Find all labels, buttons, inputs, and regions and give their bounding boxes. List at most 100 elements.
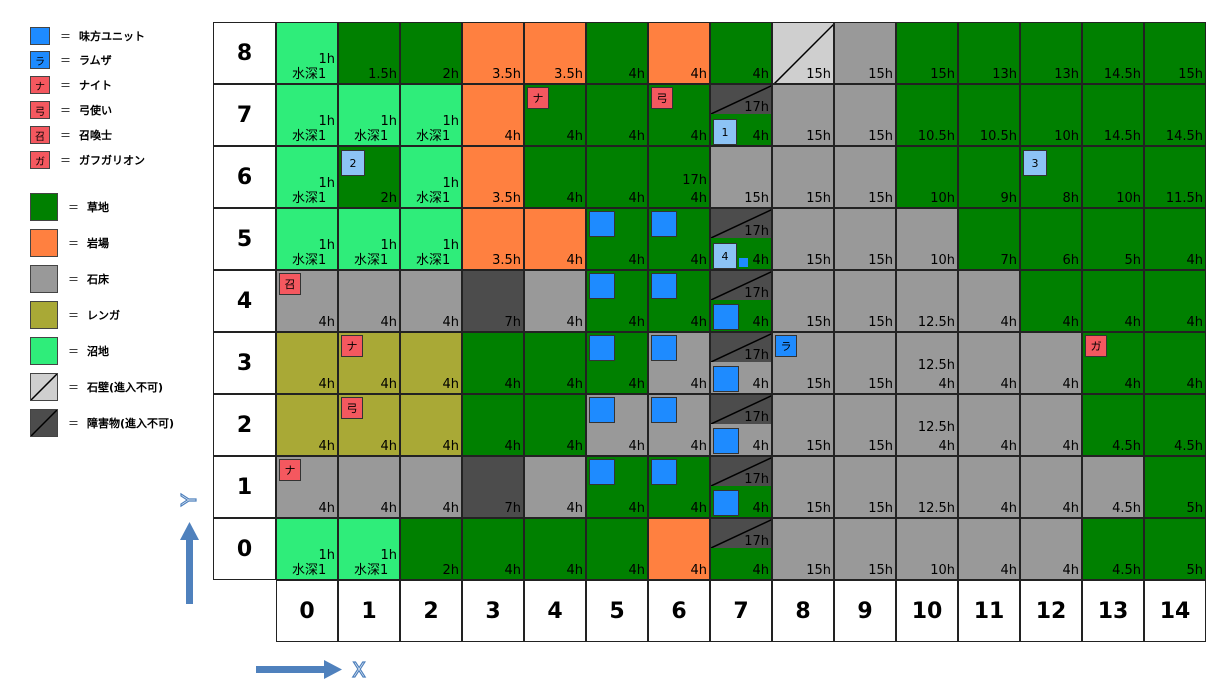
map-tile[interactable]: 4h <box>586 146 648 208</box>
map-tile[interactable]: 1h 水深1 <box>338 518 400 580</box>
map-tile[interactable]: 4h <box>524 270 586 332</box>
map-tile[interactable]: 4h <box>1020 394 1082 456</box>
map-tile[interactable]: 4h <box>338 456 400 518</box>
map-tile[interactable]: 14.5h <box>1082 84 1144 146</box>
map-tile[interactable]: 5h <box>1082 208 1144 270</box>
map-tile[interactable]: 13h <box>1020 22 1082 84</box>
map-tile[interactable]: 1h 水深1 <box>400 146 462 208</box>
map-tile[interactable]: 1.5h <box>338 22 400 84</box>
map-tile[interactable]: 15h <box>772 84 834 146</box>
ally-unit[interactable] <box>589 459 615 485</box>
map-tile[interactable]: 15h <box>834 394 896 456</box>
map-tile[interactable]: 12.5h 4h <box>896 332 958 394</box>
enemy-unit[interactable]: ガ <box>1085 335 1107 357</box>
map-tile[interactable]: 4h <box>586 332 648 394</box>
map-tile[interactable]: 2h <box>400 518 462 580</box>
map-tile[interactable]: 4h <box>1020 518 1082 580</box>
ally-unit[interactable] <box>713 366 739 392</box>
map-tile[interactable]: 17h 4h <box>648 146 710 208</box>
enemy-unit[interactable]: 召 <box>279 273 301 295</box>
map-tile[interactable]: 11.5h <box>1144 146 1206 208</box>
ally-unit-numbered[interactable]: 4 <box>713 243 737 269</box>
map-tile[interactable]: 17h 4h <box>710 394 772 456</box>
map-tile[interactable]: 4.5h <box>1082 456 1144 518</box>
map-tile[interactable]: 3.5h <box>462 22 524 84</box>
map-tile[interactable]: 2h 2 <box>338 146 400 208</box>
map-tile[interactable]: 15h <box>834 270 896 332</box>
map-tile[interactable]: 15h <box>834 208 896 270</box>
enemy-unit[interactable]: ナ <box>527 87 549 109</box>
map-tile[interactable]: 4h ナ <box>338 332 400 394</box>
map-tile[interactable]: 1h 水深1 <box>338 84 400 146</box>
map-tile[interactable]: 10.5h <box>958 84 1020 146</box>
map-tile[interactable]: 15h <box>1144 22 1206 84</box>
map-tile[interactable]: 4h <box>586 456 648 518</box>
map-tile[interactable]: 1h 水深1 <box>400 208 462 270</box>
map-tile[interactable]: 4h <box>958 456 1020 518</box>
ally-unit-numbered[interactable]: 1 <box>713 119 737 145</box>
map-tile[interactable]: 4h <box>338 270 400 332</box>
map-tile[interactable]: 15h <box>772 270 834 332</box>
map-tile[interactable]: 12.5h 4h <box>896 394 958 456</box>
ally-unit[interactable] <box>589 273 615 299</box>
ally-unit[interactable] <box>589 397 615 423</box>
map-tile[interactable]: 3.5h <box>462 146 524 208</box>
map-tile[interactable]: 4.5h <box>1144 394 1206 456</box>
map-tile[interactable]: 4h <box>648 332 710 394</box>
map-tile[interactable]: 4h <box>462 332 524 394</box>
ally-unit[interactable] <box>651 397 677 423</box>
map-tile[interactable]: 4h <box>710 22 772 84</box>
map-tile[interactable]: 5h <box>1144 518 1206 580</box>
map-tile[interactable]: 4.5h <box>1082 394 1144 456</box>
map-tile[interactable]: 7h <box>462 456 524 518</box>
map-tile[interactable]: 15h <box>896 22 958 84</box>
map-tile[interactable]: 4h <box>524 332 586 394</box>
ally-unit-numbered[interactable]: 3 <box>1023 150 1047 176</box>
ally-unit[interactable] <box>651 335 677 361</box>
ally-unit[interactable] <box>651 211 677 237</box>
map-tile[interactable]: 10h <box>1082 146 1144 208</box>
ramza-unit[interactable]: ラ <box>775 335 797 357</box>
map-tile[interactable]: 4h <box>586 84 648 146</box>
map-tile[interactable]: 4h <box>958 270 1020 332</box>
map-tile[interactable]: 4h <box>524 518 586 580</box>
map-tile[interactable]: 1h 水深1 <box>400 84 462 146</box>
map-tile[interactable]: 8h 3 <box>1020 146 1082 208</box>
ally-unit[interactable] <box>589 335 615 361</box>
map-tile[interactable]: 15h <box>834 518 896 580</box>
map-tile[interactable]: 15h <box>834 22 896 84</box>
map-tile[interactable]: 13h <box>958 22 1020 84</box>
map-tile[interactable]: 17h 4h <box>710 270 772 332</box>
map-tile[interactable]: 15h <box>772 22 834 84</box>
map-tile[interactable]: 4h <box>586 22 648 84</box>
map-tile[interactable]: 4h <box>462 84 524 146</box>
map-tile[interactable]: 15h <box>772 518 834 580</box>
map-tile[interactable]: 10h <box>1020 84 1082 146</box>
map-tile[interactable]: 4h <box>958 518 1020 580</box>
map-tile[interactable]: 4h <box>1020 332 1082 394</box>
map-tile[interactable]: 4h 弓 <box>338 394 400 456</box>
map-tile[interactable]: 4h <box>1144 332 1206 394</box>
map-tile[interactable]: 12.5h <box>896 270 958 332</box>
map-tile[interactable]: 4h <box>1144 208 1206 270</box>
map-tile[interactable]: 4h <box>400 394 462 456</box>
map-tile[interactable]: 4h <box>400 332 462 394</box>
map-tile[interactable]: 4h <box>586 270 648 332</box>
map-tile[interactable]: 10.5h <box>896 84 958 146</box>
map-tile[interactable]: 14.5h <box>1144 84 1206 146</box>
ally-unit[interactable] <box>651 273 677 299</box>
map-tile[interactable]: 4h <box>524 456 586 518</box>
map-tile[interactable]: 4h <box>648 22 710 84</box>
map-tile[interactable]: 15h <box>834 456 896 518</box>
enemy-unit[interactable]: ナ <box>341 335 363 357</box>
map-tile[interactable]: 14.5h <box>1082 22 1144 84</box>
map-tile[interactable]: 15h <box>772 456 834 518</box>
map-tile[interactable]: 7h <box>462 270 524 332</box>
map-tile[interactable]: 4h <box>524 394 586 456</box>
map-tile[interactable]: 17h 4h <box>710 518 772 580</box>
map-tile[interactable]: 1h 水深1 <box>276 22 338 84</box>
map-tile[interactable]: 4h ナ <box>524 84 586 146</box>
map-tile[interactable]: 15h <box>772 208 834 270</box>
map-tile[interactable]: 1h 水深1 <box>276 146 338 208</box>
map-tile[interactable]: 1h 水深1 <box>276 84 338 146</box>
